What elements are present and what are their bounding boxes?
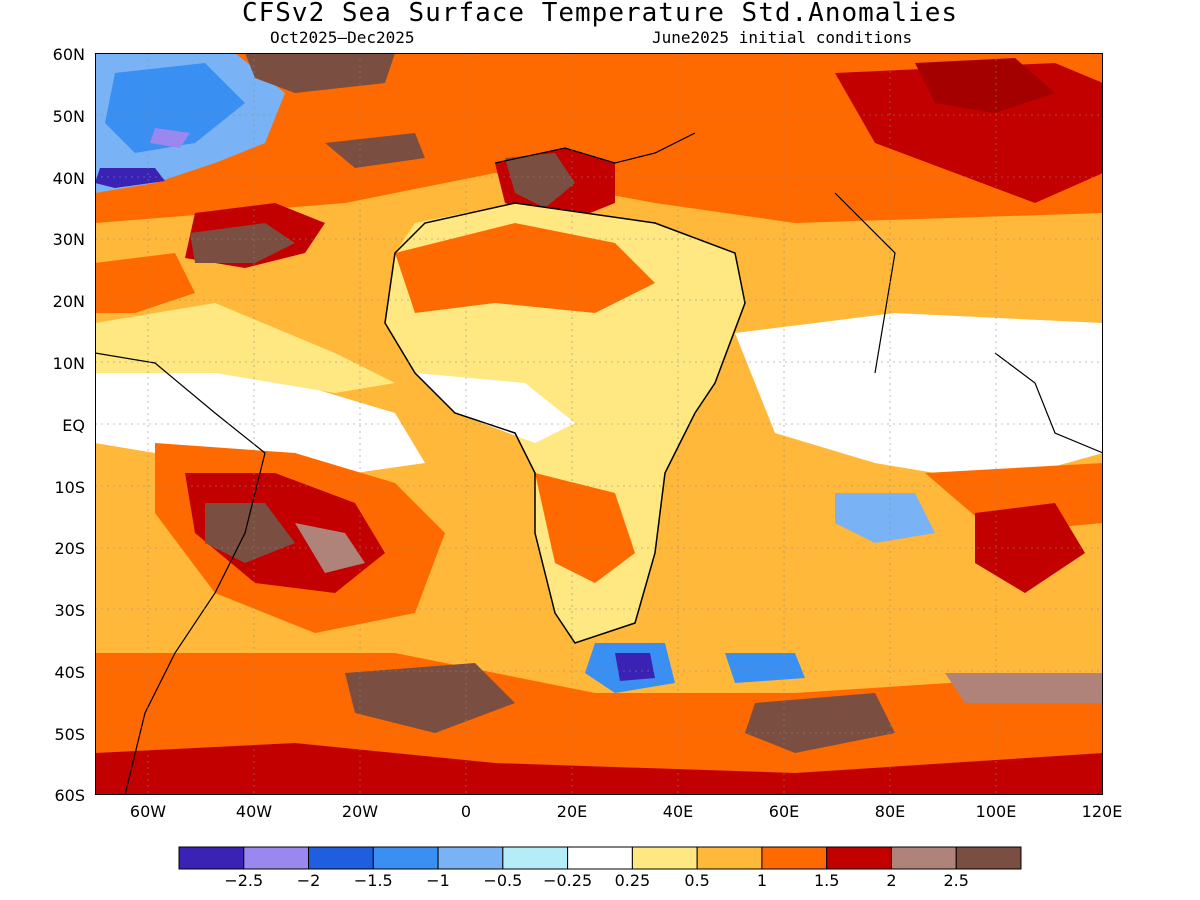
anomaly-region [105, 63, 245, 153]
colorbar-swatch [696, 846, 763, 870]
lon-label: 40W [235, 802, 273, 821]
colorbar-label: −0.25 [543, 871, 593, 890]
lat-label: 10N [52, 354, 85, 373]
lat-label: 30S [54, 601, 85, 620]
colorbar-swatch [826, 846, 892, 870]
lat-label: 60S [54, 786, 85, 805]
anomaly-region-equatorial-atlantic-neutral [95, 343, 425, 473]
graticule [95, 53, 1103, 795]
colorbar-swatch [955, 846, 1022, 870]
africa-coastline [384, 202, 746, 644]
south-america-coastline [95, 352, 266, 795]
colorbar-swatch [308, 846, 374, 870]
lon-label: 20W [341, 802, 379, 821]
europe-coastline [494, 132, 696, 164]
lon-label: 100E [975, 802, 1017, 821]
initial-conditions: June2025 initial conditions [652, 28, 913, 47]
forecast-period: Oct2025–Dec2025 [270, 28, 415, 47]
map-title: CFSv2 Sea Surface Temperature Std.Anomal… [241, 0, 959, 28]
anomaly-region [95, 743, 1103, 795]
anomaly-region [745, 693, 895, 753]
colorbar-label: 2.5 [943, 871, 969, 890]
lon-label: 40E [662, 802, 694, 821]
colorbar-swatch [502, 846, 569, 870]
anomaly-region [150, 128, 190, 148]
lon-label: 80E [874, 802, 906, 821]
colorbar-label: 0.25 [614, 871, 651, 890]
anomaly-region [190, 223, 295, 263]
anomaly-region [535, 473, 635, 583]
lat-label: 50S [54, 725, 85, 744]
lon-label: 60W [129, 802, 167, 821]
colorbar-label: 1.5 [813, 871, 840, 890]
lat-label: 50N [52, 107, 85, 126]
anomaly-region [95, 303, 395, 393]
colorbar-swatch [890, 846, 957, 870]
lat-label: EQ [62, 416, 85, 435]
anomaly-region [945, 673, 1103, 703]
anomaly-region-mediterranean [505, 153, 575, 208]
lon-label: 60E [768, 802, 800, 821]
colorbar-label: −1.5 [353, 871, 393, 890]
colorbar-swatch [567, 846, 633, 870]
lat-label: 10S [54, 478, 85, 497]
lat-label: 20S [54, 539, 85, 558]
anomaly-region [835, 493, 935, 543]
anomaly-region [735, 313, 1103, 483]
map-frame [95, 53, 1103, 795]
colorbar-label: 2 [886, 871, 897, 890]
colorbar-swatch [631, 846, 698, 870]
anomaly-colorbar [178, 846, 1022, 870]
anomaly-region [725, 653, 805, 683]
anomaly-region [395, 223, 655, 313]
anomaly-region [975, 503, 1085, 593]
anomaly-region [345, 663, 515, 733]
lat-label: 40S [54, 663, 85, 682]
colorbar-swatch [437, 846, 504, 870]
anomaly-region [245, 53, 395, 93]
colorbar-label: −2.5 [224, 871, 264, 890]
lat-label: 40N [52, 169, 85, 188]
lat-label: 60N [52, 45, 85, 64]
lat-label: 20N [52, 292, 85, 311]
colorbar-swatch [761, 846, 828, 870]
lon-label: 120E [1081, 802, 1123, 821]
anomaly-region [95, 253, 195, 313]
colorbar-swatch [178, 846, 245, 870]
colorbar-label: 1 [756, 871, 768, 890]
colorbar-label: −1 [426, 871, 450, 890]
colorbar-label: −2 [296, 871, 321, 890]
colorbar-swatch [372, 846, 439, 870]
anomaly-region [415, 373, 575, 443]
colorbar-label: 0.5 [684, 871, 710, 890]
anomaly-region [615, 653, 655, 681]
anomaly-region [325, 133, 425, 168]
anomaly-region-west-north-atlantic-cold [95, 168, 165, 188]
lon-label: 0 [460, 802, 472, 821]
colorbar-label: −0.5 [483, 871, 523, 890]
anomaly-region [915, 58, 1055, 113]
colorbar-swatch [243, 846, 310, 870]
lat-label: 30N [52, 230, 85, 249]
sst-anomaly-map [95, 53, 1103, 795]
lon-label: 20E [556, 802, 588, 821]
southeast-asia-coastline [994, 352, 1103, 454]
